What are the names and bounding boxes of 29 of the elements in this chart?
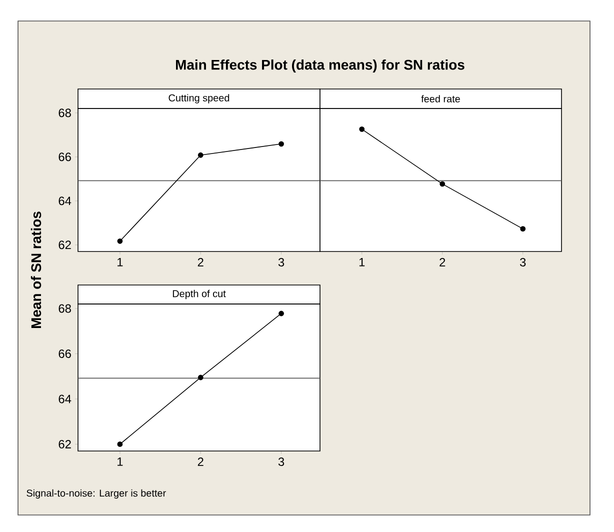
x-tick-label: 1 (118, 458, 123, 466)
text: Main Effects Plot (data means) for SN ratios (176, 59, 464, 72)
x-tick-label: 3 (278, 258, 284, 266)
x-tick-label: 1 (118, 258, 123, 266)
text: Signal-to-noise: Larger is better (26, 489, 166, 499)
y-tick-label: 66 (58, 350, 71, 358)
x-tick-label: 3 (278, 458, 284, 466)
y-tick-label: 62 (58, 440, 71, 448)
x-tick-label: 2 (198, 458, 204, 466)
y-axis-title: Mean of SN ratios (30, 212, 42, 328)
point (278, 141, 284, 147)
point (198, 374, 204, 380)
y-tick-label: 68 (58, 108, 71, 118)
chart-title: feed rate (421, 95, 460, 102)
x-tick-label: 2 (440, 258, 446, 266)
y-tick-label: 62 (58, 240, 71, 250)
point (117, 442, 123, 447)
chart-title: Cutting speed (168, 94, 230, 104)
y-tick-label: 64 (58, 196, 72, 206)
x-tick-label: 2 (198, 258, 204, 266)
x-tick-label: 3 (520, 258, 526, 266)
point (278, 310, 284, 316)
chart-title: Depth of cut (172, 290, 226, 300)
y-tick-label: 64 (58, 394, 72, 404)
y-tick-label: 66 (58, 152, 71, 162)
y-tick-label: 68 (58, 304, 71, 313)
point (198, 152, 204, 158)
point (117, 238, 123, 244)
x-tick-label: 1 (359, 258, 365, 266)
